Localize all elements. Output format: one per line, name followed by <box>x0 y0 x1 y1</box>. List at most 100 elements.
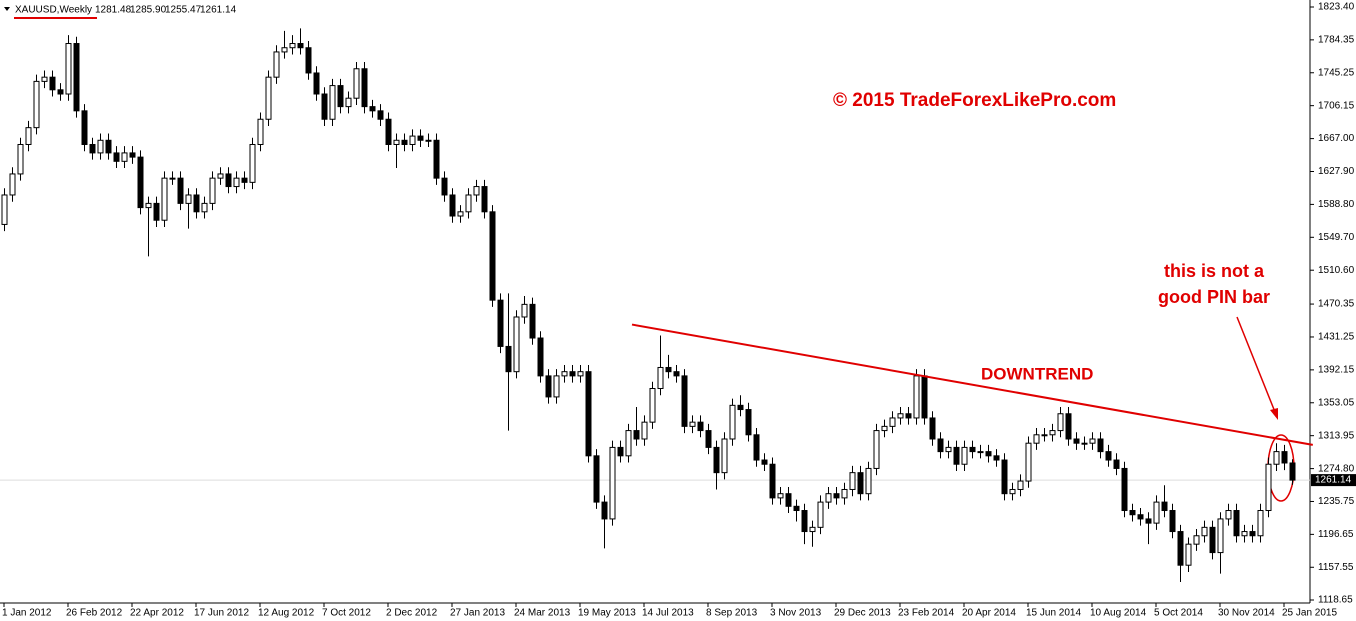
candle-body <box>1257 510 1264 537</box>
candle-body <box>265 76 272 120</box>
candle-body <box>633 430 640 440</box>
y-tick-label: 1667.00 <box>1318 133 1355 144</box>
candle-body <box>993 455 1000 461</box>
candle-body <box>473 186 480 196</box>
candle-body <box>217 173 224 179</box>
x-tick-label: 29 Dec 2013 <box>834 608 891 619</box>
ohlc-label: 1281.48 <box>95 5 132 16</box>
candle-body <box>537 337 544 377</box>
candle-body <box>337 85 344 108</box>
x-tick-label: 17 Jun 2012 <box>194 608 249 619</box>
candle-body <box>753 434 760 461</box>
candle-body <box>601 501 608 520</box>
candle-body <box>489 211 496 301</box>
candle-body <box>409 135 416 145</box>
candle-body <box>89 143 96 154</box>
candle-body <box>193 194 200 213</box>
candle-body <box>1193 535 1200 545</box>
candle-body <box>713 446 720 474</box>
candle-body <box>185 194 192 204</box>
arrow-line <box>1236 316 1276 413</box>
candle-body <box>1017 480 1024 490</box>
candle-body <box>657 366 664 390</box>
candle-body <box>257 118 264 145</box>
candle-body <box>1153 501 1160 524</box>
candle-body <box>969 446 976 453</box>
candle-body <box>913 375 920 419</box>
candle-body <box>385 118 392 145</box>
candle-body <box>73 43 80 112</box>
y-tick-label: 1510.60 <box>1318 265 1355 276</box>
ohlc-label: 1285.90 <box>130 5 167 16</box>
candle-body <box>1145 518 1152 524</box>
candle-body <box>625 430 632 457</box>
candle-body <box>121 152 128 162</box>
candle-body <box>1129 510 1136 516</box>
candle-body <box>1169 510 1176 533</box>
candle-body <box>465 194 472 213</box>
candle-body <box>649 388 656 423</box>
candle-body <box>641 421 648 440</box>
candle-body <box>313 72 320 95</box>
x-tick-label: 27 Jan 2013 <box>450 608 505 619</box>
candle-body <box>617 446 624 457</box>
candle-body <box>1073 438 1080 444</box>
candle-body <box>529 303 536 339</box>
x-tick-label: 24 Mar 2013 <box>514 608 571 619</box>
candle-body <box>1065 413 1072 440</box>
note-line: this is not a <box>1164 261 1265 281</box>
candle-body <box>1265 463 1272 512</box>
candle-body <box>681 375 688 427</box>
candle-body <box>881 425 888 432</box>
candle-body <box>249 143 256 183</box>
candle-body <box>521 303 528 318</box>
y-tick-label: 1157.55 <box>1318 562 1354 573</box>
candle-body <box>1 194 8 225</box>
x-tick-label: 10 Aug 2014 <box>1090 608 1147 619</box>
candle-body <box>721 438 728 474</box>
candle-body <box>17 143 24 175</box>
candle-body <box>1185 543 1192 566</box>
candle-body <box>481 186 488 213</box>
x-tick-label: 23 Feb 2014 <box>898 608 955 619</box>
candle-body <box>1241 531 1248 537</box>
candle-body <box>1249 531 1256 537</box>
candle-body <box>137 156 144 209</box>
candle-body <box>153 202 160 221</box>
candle-body <box>1121 467 1128 512</box>
candle-body <box>369 106 376 112</box>
x-tick-label: 14 Jul 2013 <box>642 608 694 619</box>
x-tick-label: 25 Jan 2015 <box>1282 608 1337 619</box>
candle-body <box>553 375 560 398</box>
y-tick-label: 1588.80 <box>1318 199 1355 210</box>
x-tick-label: 2 Dec 2012 <box>386 608 438 619</box>
candle-body <box>305 47 312 74</box>
candle-body <box>833 493 840 499</box>
candle-body <box>1137 514 1144 520</box>
y-tick-label: 1784.35 <box>1318 34 1355 45</box>
candle-body <box>377 110 384 120</box>
y-tick-label: 1313.95 <box>1318 430 1355 441</box>
candle-body <box>937 438 944 453</box>
candle-body <box>1097 438 1104 453</box>
candle-body <box>1041 434 1048 437</box>
candle-body <box>1113 459 1120 469</box>
candle-body <box>353 68 360 99</box>
candle-body <box>705 430 712 448</box>
y-tick-label: 1745.25 <box>1318 67 1355 78</box>
symbol-label: XAUUSD,Weekly <box>15 5 92 16</box>
candle-body <box>545 375 552 398</box>
candle-body <box>81 110 88 145</box>
candle-body <box>977 451 984 454</box>
candle-body <box>697 421 704 432</box>
candle-body <box>513 316 520 373</box>
candle-body <box>273 51 280 78</box>
candle-body <box>1209 526 1216 554</box>
arrow-head <box>1270 408 1278 420</box>
candle-body <box>49 76 56 91</box>
candle-body <box>945 446 952 453</box>
candle-body <box>401 139 408 145</box>
x-tick-label: 19 May 2013 <box>578 608 636 619</box>
candle-body <box>113 152 120 162</box>
candle-body <box>425 139 432 142</box>
